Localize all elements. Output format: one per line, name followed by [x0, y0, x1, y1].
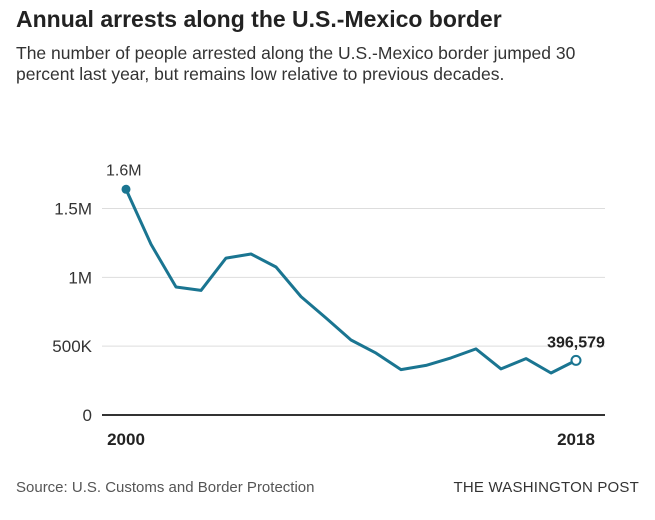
line-chart: 0 500K 1M 1.5M 2000 2018 1.6M 396,579: [52, 162, 605, 449]
end-point-marker: [570, 354, 582, 366]
gridlines: [102, 208, 605, 416]
source-note: Source: U.S. Customs and Border Protecti…: [16, 479, 315, 496]
start-point-marker: [121, 184, 131, 194]
start-value-label: 1.6M: [106, 162, 142, 179]
y-tick-label: 500K: [52, 337, 92, 356]
y-tick-label: 1M: [68, 268, 92, 287]
publisher-credit: THE WASHINGTON POST: [453, 479, 639, 496]
series-line-border-arrests: [124, 187, 578, 375]
x-tick-label: 2018: [557, 430, 595, 449]
y-tick-label: 1.5M: [54, 200, 92, 219]
x-tick-label: 2000: [107, 430, 145, 449]
x-axis-ticks: 2000 2018: [107, 430, 595, 449]
y-axis-ticks: 0 500K 1M 1.5M: [52, 200, 92, 425]
end-value-label: 396,579: [547, 334, 605, 351]
chart-subtitle: The number of people arrested along the …: [16, 43, 576, 84]
y-tick-label: 0: [83, 406, 92, 425]
chart-title: Annual arrests along the U.S.-Mexico bor…: [16, 6, 502, 32]
